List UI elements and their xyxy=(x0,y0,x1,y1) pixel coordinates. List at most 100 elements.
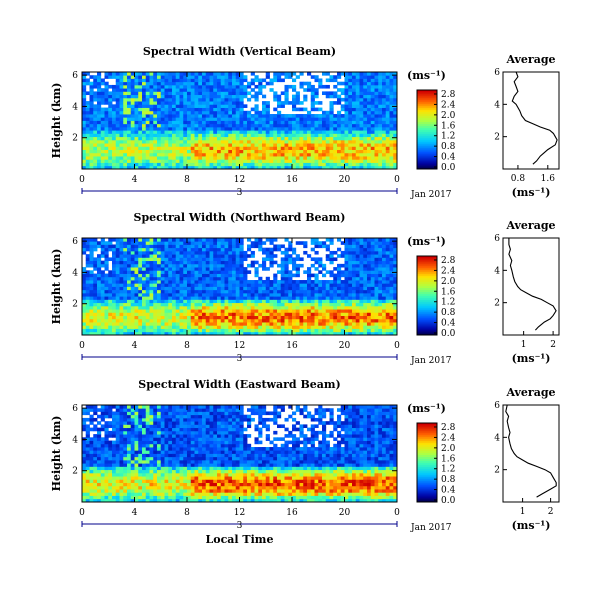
heatmap-cell xyxy=(344,107,349,112)
heatmap-cell xyxy=(393,152,398,157)
heatmap-cell xyxy=(175,149,180,154)
heatmap-cell xyxy=(385,325,390,329)
heatmap-cell xyxy=(97,485,102,490)
heatmap-cell xyxy=(310,136,315,141)
heatmap-cell xyxy=(220,302,225,307)
heatmap-cell xyxy=(318,81,323,86)
heatmap-cell xyxy=(217,143,222,147)
heatmap-cell xyxy=(138,88,143,92)
heatmap-cell xyxy=(258,126,263,131)
heatmap-cell xyxy=(82,289,87,294)
heatmap-cell xyxy=(130,254,135,258)
heatmap-cell xyxy=(213,254,218,258)
colorbar-segment xyxy=(417,311,437,314)
heatmap-cell xyxy=(318,280,323,284)
heatmap-cell xyxy=(307,139,312,144)
heatmap-cell xyxy=(385,156,390,160)
heatmap-cell xyxy=(82,453,87,458)
heatmap-cell xyxy=(247,318,252,323)
heatmap-cell xyxy=(258,139,263,144)
colorbar-tick-label: 0.4 xyxy=(441,153,456,163)
heatmap-cell xyxy=(112,117,117,121)
heatmap-cell xyxy=(104,328,109,333)
heatmap-cell xyxy=(145,309,150,313)
heatmap-cell xyxy=(247,309,252,313)
heatmap-cell xyxy=(119,318,124,323)
heatmap-cell xyxy=(127,257,132,262)
heatmap-cell xyxy=(374,159,379,163)
heatmap-cell xyxy=(310,120,315,125)
heatmap-cell xyxy=(112,104,117,108)
heatmap-cell xyxy=(123,280,128,284)
heatmap-cell xyxy=(142,152,147,157)
heatmap-cell xyxy=(220,91,225,96)
heatmap-cell xyxy=(329,156,334,160)
heatmap-cell xyxy=(370,110,375,115)
heatmap-cell xyxy=(325,296,330,300)
heatmap-cell xyxy=(295,289,300,294)
heatmap-cell xyxy=(314,273,319,278)
heatmap-cell xyxy=(153,241,158,245)
heatmap-cell xyxy=(232,280,237,284)
heatmap-cell xyxy=(344,117,349,121)
heatmap-cell xyxy=(187,101,192,105)
heatmap-cell xyxy=(160,159,165,163)
heatmap-cell xyxy=(209,241,214,245)
heatmap-cell xyxy=(112,267,117,271)
heatmap-cell xyxy=(82,302,87,307)
heatmap-cell xyxy=(344,299,349,304)
heatmap-cell xyxy=(370,94,375,99)
heatmap-cell xyxy=(337,88,342,92)
heatmap-cell xyxy=(85,312,90,316)
heatmap-cell xyxy=(250,289,255,294)
heatmap-cell xyxy=(138,126,143,131)
heatmap-cell xyxy=(130,84,135,89)
heatmap-cell xyxy=(232,283,237,287)
heatmap-cell xyxy=(393,94,398,99)
heatmap-cell xyxy=(187,238,192,242)
heatmap-cell xyxy=(269,165,274,170)
heatmap-cell xyxy=(254,159,259,163)
heatmap-cell xyxy=(142,238,147,242)
heatmap-cell xyxy=(138,133,143,138)
heatmap-cell xyxy=(85,270,90,274)
heatmap-cell xyxy=(385,101,390,105)
heatmap-cell xyxy=(314,91,319,96)
heatmap-cell xyxy=(183,146,188,150)
heatmap-cell xyxy=(232,289,237,294)
heatmap-cell xyxy=(359,117,364,121)
heatmap-cell xyxy=(389,123,394,128)
heatmap-cell xyxy=(299,302,304,307)
heatmap-cell xyxy=(157,156,162,160)
heatmap-cell xyxy=(164,283,169,287)
heatmap-cell xyxy=(175,302,180,307)
heatmap-cell xyxy=(97,94,102,99)
heatmap-cell xyxy=(220,286,225,291)
heatmap-cell xyxy=(85,104,90,108)
heatmap-cell xyxy=(82,492,87,496)
heatmap-cell xyxy=(93,331,98,336)
heatmap-cell xyxy=(179,94,184,99)
heatmap-cell xyxy=(250,296,255,300)
heatmap-cell xyxy=(104,88,109,92)
heatmap-cell xyxy=(123,143,128,147)
heatmap-cell xyxy=(89,417,94,422)
heatmap-cell xyxy=(142,117,147,121)
heatmap-cell xyxy=(359,325,364,329)
heatmap-cell xyxy=(175,146,180,150)
heatmap-cell xyxy=(175,117,180,121)
heatmap-cell xyxy=(145,267,150,271)
heatmap-cell xyxy=(378,91,383,96)
heatmap-cell xyxy=(382,75,387,79)
heatmap-cell xyxy=(269,283,274,287)
heatmap-cell xyxy=(168,328,173,333)
heatmap-cell xyxy=(89,257,94,262)
heatmap-cell xyxy=(97,149,102,154)
heatmap-cell xyxy=(224,120,229,125)
heatmap-cell xyxy=(202,107,207,112)
heatmap-cell xyxy=(112,318,117,323)
heatmap-cell xyxy=(115,322,120,326)
heatmap-cell xyxy=(160,315,165,320)
heatmap-cell xyxy=(82,408,87,412)
heatmap-cell xyxy=(202,149,207,154)
